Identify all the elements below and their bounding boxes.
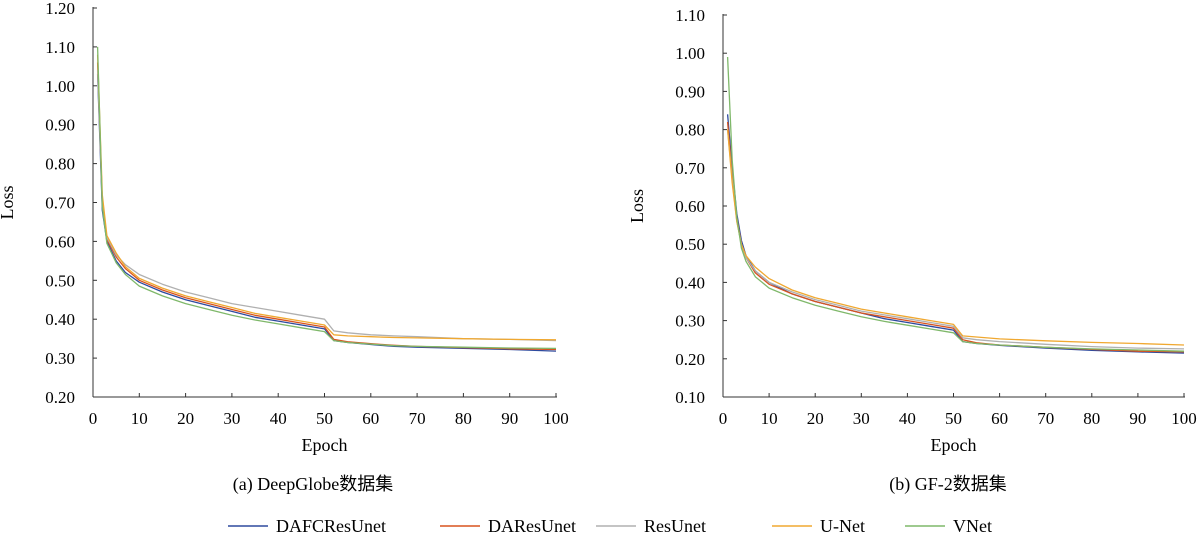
x-axis-title: Epoch bbox=[302, 435, 348, 455]
series-line-dafcresunet bbox=[96, 74, 557, 352]
x-tick-label: 30 bbox=[223, 409, 240, 428]
series-line-daresunet bbox=[96, 62, 557, 351]
y-tick-label: 0.70 bbox=[45, 194, 75, 213]
y-tick-label: 0.60 bbox=[45, 232, 75, 251]
chart-gf2: 0.10 0.20 0.30 0.40 0.50 0.60 0.70 0.80 0.90 1.00… bbox=[627, 6, 1197, 495]
x-tick-label: 70 bbox=[1037, 409, 1054, 428]
x-tick-label: 0 bbox=[719, 409, 728, 428]
x-tick-label: 80 bbox=[455, 409, 472, 428]
chart-deepglobe: 0.20 0.30 0.40 0.50 0.60 0.70 0.80 0.90 1.00 1.10… bbox=[0, 0, 569, 495]
x-tick-label: 30 bbox=[853, 409, 870, 428]
x-tick-label: 40 bbox=[270, 409, 287, 428]
legend-label: DAResUnet bbox=[488, 516, 576, 536]
series-line-vnet bbox=[96, 46, 557, 350]
legend-label: DAFCResUnet bbox=[276, 516, 386, 536]
y-tick-label: 1.00 bbox=[45, 77, 75, 96]
y-tick-label: 0.50 bbox=[45, 271, 75, 290]
series-line-u-net bbox=[726, 129, 1185, 346]
y-axis-title: Loss bbox=[627, 189, 647, 223]
x-tick-label: 70 bbox=[409, 409, 426, 428]
x-tick-label: 10 bbox=[131, 409, 148, 428]
y-tick-label: 0.90 bbox=[675, 82, 705, 101]
series-line-u-net bbox=[96, 54, 557, 341]
x-tick-label: 100 bbox=[543, 409, 569, 428]
series-line-daresunet bbox=[726, 121, 1185, 353]
x-tick-label: 100 bbox=[1171, 409, 1197, 428]
x-axis-title: Epoch bbox=[931, 435, 977, 455]
legend: DAFCResUnet DAResUnet ResUnet U-Net VNet bbox=[228, 516, 992, 536]
y-tick-label: 0.40 bbox=[45, 310, 75, 329]
y-tick-label: 0.60 bbox=[675, 197, 705, 216]
series-line-resunet bbox=[726, 129, 1185, 350]
series-line-vnet bbox=[726, 56, 1185, 352]
y-tick-label: 0.70 bbox=[675, 159, 705, 178]
y-tick-label: 0.30 bbox=[45, 349, 75, 368]
x-tick-label: 80 bbox=[1083, 409, 1100, 428]
x-tick-label: 50 bbox=[945, 409, 962, 428]
x-tick-label: 20 bbox=[177, 409, 194, 428]
x-tick-label: 90 bbox=[501, 409, 518, 428]
x-tick-label: 50 bbox=[316, 409, 333, 428]
legend-label: VNet bbox=[953, 516, 992, 536]
y-tick-label: 0.10 bbox=[675, 388, 705, 407]
y-tick-label: 0.30 bbox=[675, 312, 705, 331]
x-tick-label: 60 bbox=[991, 409, 1008, 428]
legend-label: ResUnet bbox=[644, 516, 706, 536]
y-tick-label: 1.10 bbox=[45, 38, 75, 57]
series-line-dafcresunet bbox=[726, 114, 1185, 354]
chart-caption: (b) GF-2数据集 bbox=[889, 474, 1007, 495]
y-tick-label: 1.20 bbox=[45, 0, 75, 18]
y-tick-label: 0.80 bbox=[45, 155, 75, 174]
x-tick-label: 60 bbox=[362, 409, 379, 428]
series-line-resunet bbox=[96, 70, 557, 342]
legend-label: U-Net bbox=[820, 516, 865, 536]
x-tick-label: 40 bbox=[899, 409, 916, 428]
y-tick-label: 0.20 bbox=[45, 388, 75, 407]
y-tick-label: 0.20 bbox=[675, 350, 705, 369]
y-tick-label: 0.80 bbox=[675, 121, 705, 140]
y-tick-label: 0.50 bbox=[675, 235, 705, 254]
x-tick-label: 10 bbox=[761, 409, 778, 428]
chart-caption: (a) DeepGlobe数据集 bbox=[233, 474, 393, 495]
y-tick-label: 0.90 bbox=[45, 116, 75, 135]
y-tick-label: 0.40 bbox=[675, 273, 705, 292]
y-tick-label: 1.10 bbox=[675, 6, 705, 25]
y-axis-title: Loss bbox=[0, 185, 17, 219]
y-tick-label: 1.00 bbox=[675, 44, 705, 63]
x-tick-label: 20 bbox=[807, 409, 824, 428]
x-tick-label: 0 bbox=[89, 409, 98, 428]
x-tick-label: 90 bbox=[1129, 409, 1146, 428]
